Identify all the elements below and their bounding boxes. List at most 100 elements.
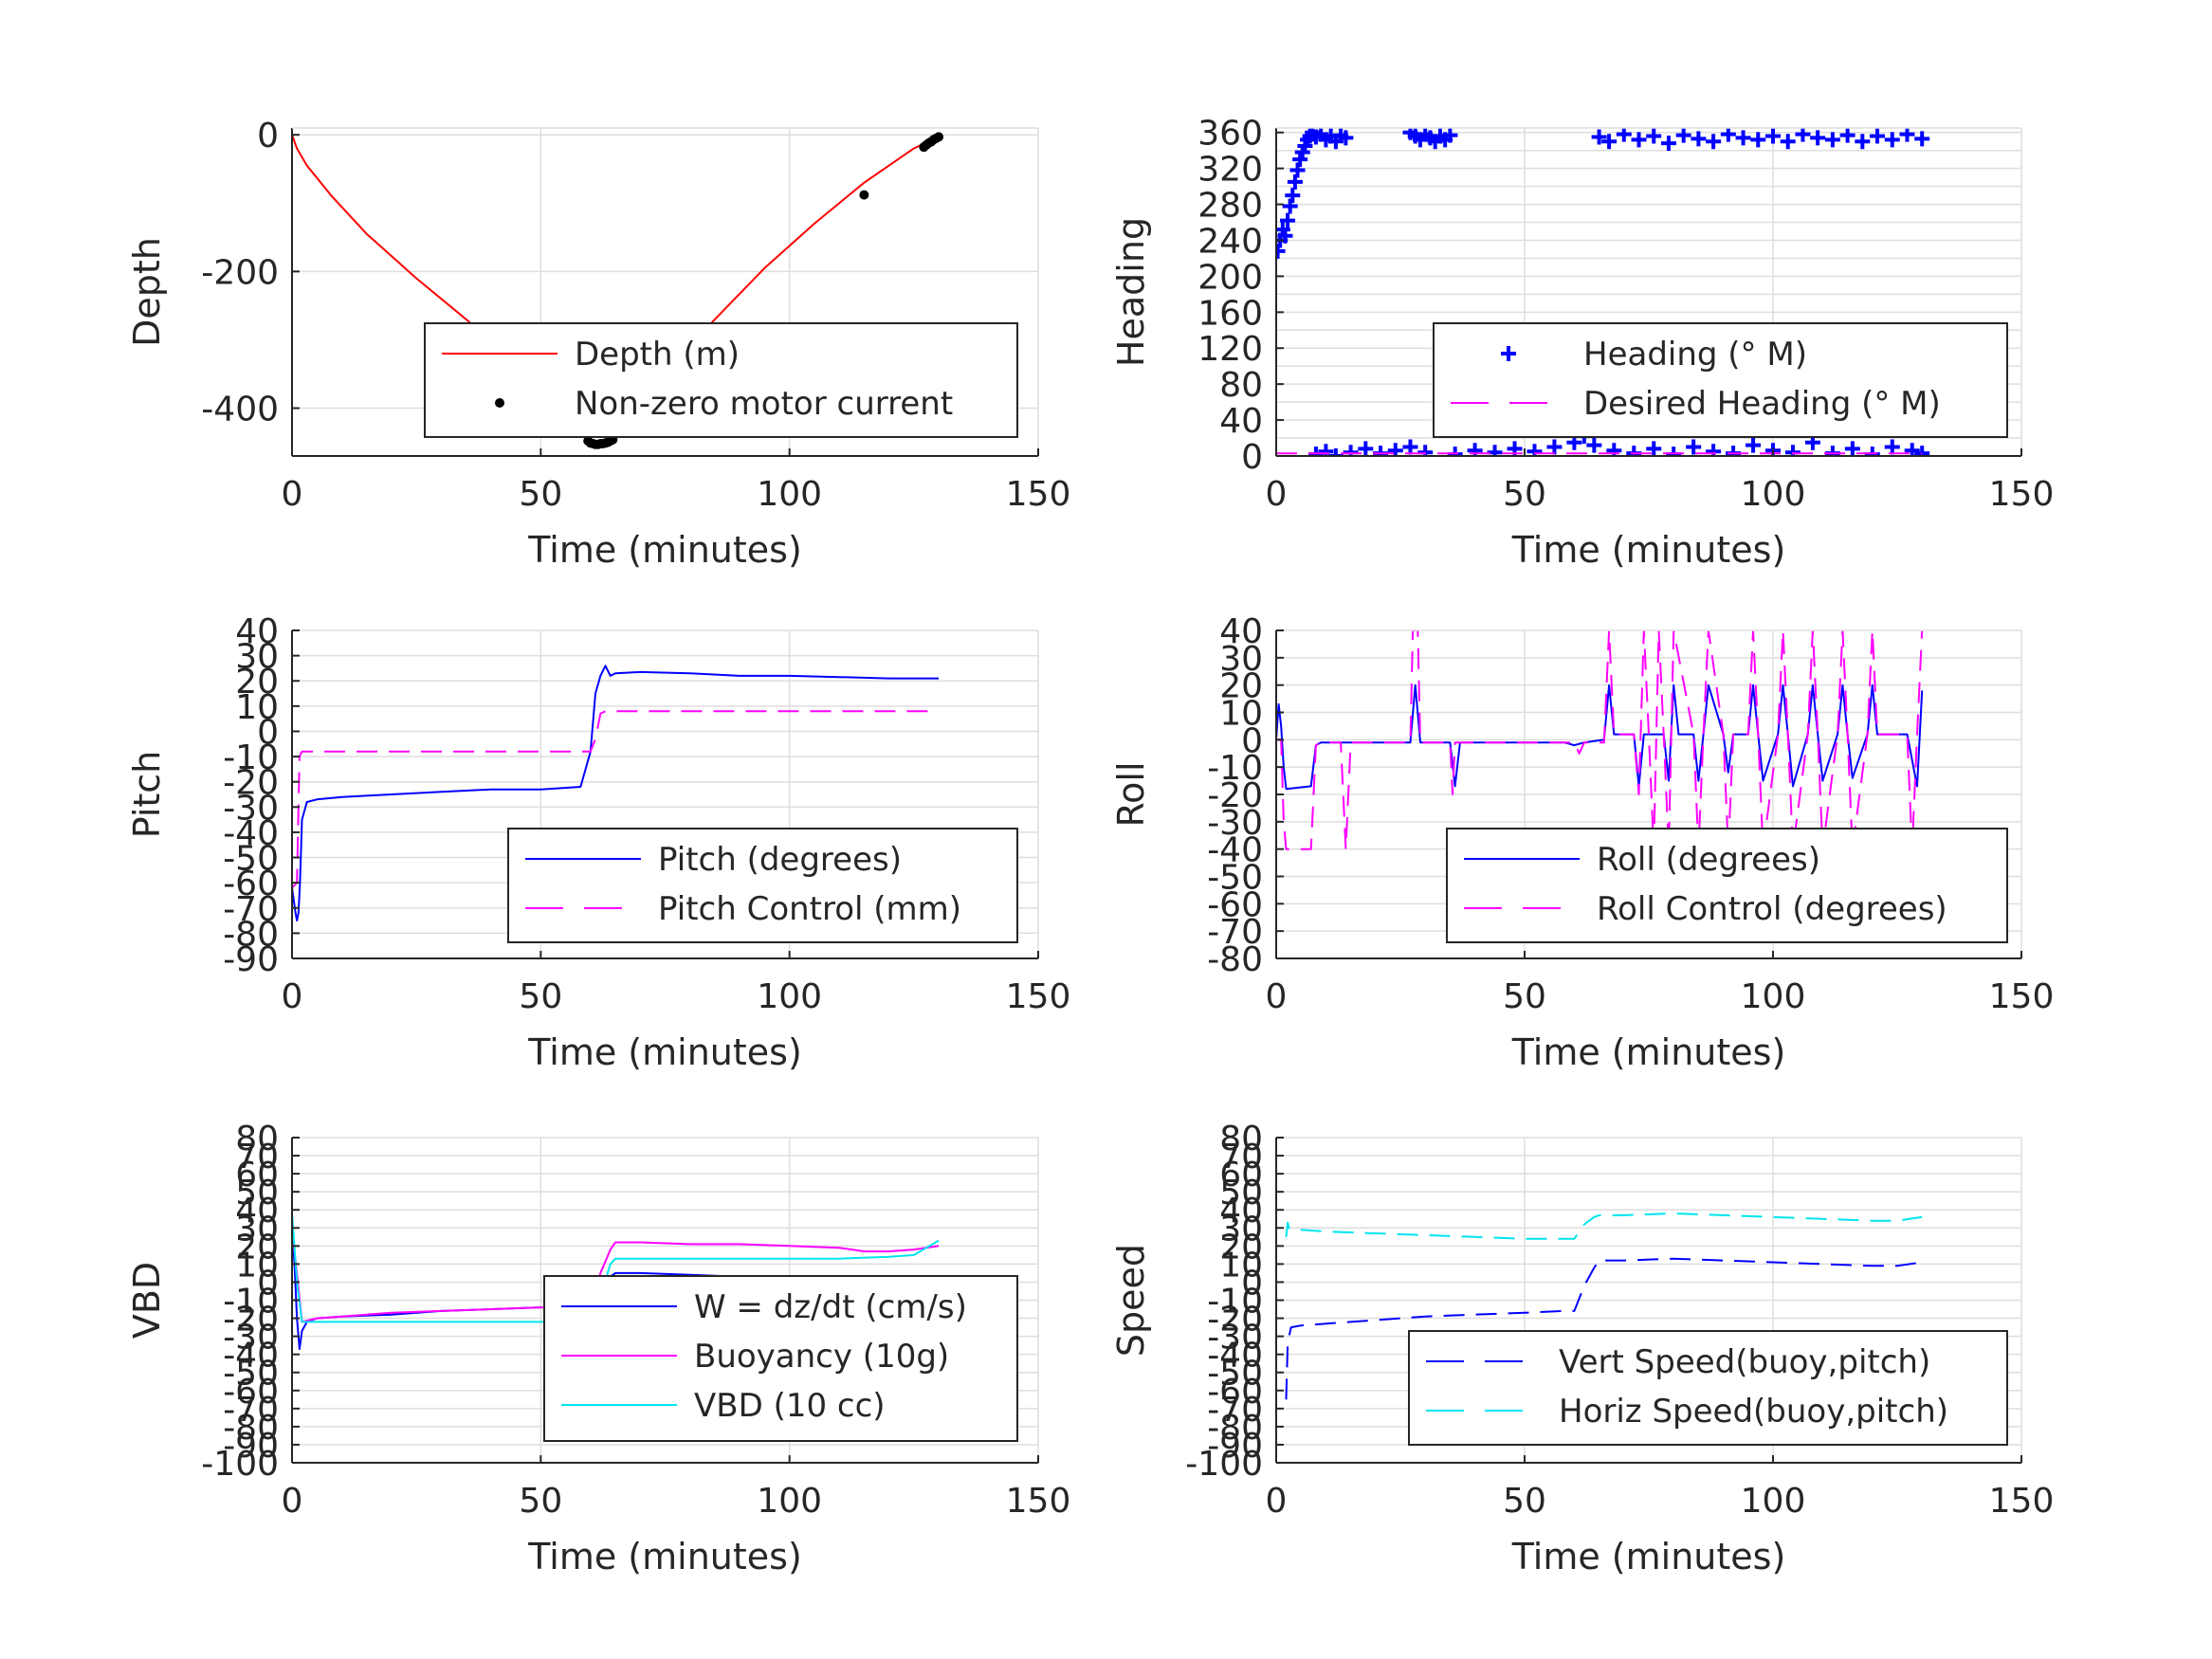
y-tick-label: -40 <box>223 1337 279 1376</box>
legend-label: Horiz Speed(buoy,pitch) <box>1559 1393 1948 1431</box>
legend-box <box>507 828 1018 943</box>
x-tick-label: 50 <box>519 475 562 514</box>
y-tick-label: -200 <box>201 253 279 292</box>
y-tick-label: 40 <box>1219 1192 1263 1231</box>
x-axis-label: Time (minutes) <box>1511 529 1786 571</box>
y-tick-label: 80 <box>1219 366 1263 405</box>
y-axis-label: Speed <box>1110 1244 1152 1357</box>
chart-speed: 0 50 100 150-100-90-80-70-60-50-40-30-20-10… <box>1110 1120 2054 1577</box>
series-heading-0-point <box>1884 439 1900 455</box>
legend-label: Non-zero motor current <box>575 385 953 423</box>
series-heading-0-point <box>1750 132 1766 148</box>
series-heading-0-point <box>1631 132 1647 148</box>
y-tick-label: 0 <box>1241 721 1263 760</box>
y-tick-label: -40 <box>223 814 279 853</box>
legend-box <box>1433 322 2008 438</box>
legend-box <box>1446 828 2008 943</box>
x-tick-label: 50 <box>519 977 562 1016</box>
y-tick-label: 20 <box>235 663 279 702</box>
series-heading-0-point <box>1280 212 1296 228</box>
x-tick-label: 100 <box>1741 475 1806 514</box>
y-tick-label: -30 <box>223 789 279 828</box>
y-tick-label: 10 <box>1219 695 1263 734</box>
y-tick-label: -80 <box>223 915 279 954</box>
y-tick-label: 60 <box>235 1156 279 1194</box>
series-heading-0-point <box>1546 439 1563 455</box>
y-tick-label: 30 <box>1219 640 1263 679</box>
legend-label: Pitch Control (mm) <box>658 890 961 928</box>
series-heading-0-point <box>1899 128 1915 142</box>
x-tick-label: 150 <box>1989 977 2055 1016</box>
x-tick-label: 150 <box>1006 977 1071 1016</box>
y-tick-label: 50 <box>235 1174 279 1212</box>
series-pitch-1-line <box>292 710 940 889</box>
y-tick-label: -70 <box>223 1391 279 1430</box>
series-heading-0-point <box>1616 128 1632 142</box>
y-tick-label: 70 <box>235 1138 279 1176</box>
series-roll-0-line <box>1276 684 1924 791</box>
legend-swatch <box>1501 346 1516 361</box>
y-tick-label: 10 <box>1219 1246 1263 1285</box>
y-tick-label: 280 <box>1197 187 1263 226</box>
y-tick-label: 40 <box>235 1192 279 1231</box>
legend-label: Depth (m) <box>575 336 740 374</box>
legend-label: Desired Heading (° M) <box>1583 385 1941 423</box>
series-heading-0-point <box>1870 128 1886 144</box>
legend-box <box>1408 1330 2008 1446</box>
series-heading-0-point <box>1601 134 1618 150</box>
series-heading-0-point <box>1855 134 1871 150</box>
series-heading-0-point <box>1746 437 1762 453</box>
x-tick-label: 100 <box>1741 1482 1806 1521</box>
chart-pitch: 0 50 100 150-90-80-70-60-50-40-30-20-100102… <box>126 612 1070 1073</box>
series-heading-0-point <box>1358 441 1374 456</box>
x-tick-label: 150 <box>1006 475 1071 514</box>
y-tick-label: 60 <box>1219 1156 1263 1194</box>
y-axis-label: Roll <box>1110 761 1152 827</box>
y-tick-label: 80 <box>1219 1120 1263 1158</box>
legend-label: VBD (10 cc) <box>694 1387 886 1425</box>
series-heading-0-point <box>1442 128 1458 143</box>
series-heading-0-point <box>1691 131 1707 147</box>
legend-label: Vert Speed(buoy,pitch) <box>1559 1343 1930 1381</box>
y-tick-label: -30 <box>1207 804 1263 843</box>
x-tick-label: 150 <box>1006 1482 1071 1521</box>
series-heading-0-point <box>1402 439 1418 455</box>
y-tick-label: 120 <box>1197 330 1263 369</box>
series-vbd-1-line <box>292 1228 940 1323</box>
series-heading-0-point <box>1338 130 1354 146</box>
series-heading-0-point <box>1824 132 1840 148</box>
x-axis-label: Time (minutes) <box>527 1536 802 1577</box>
plot-area <box>1276 630 1924 850</box>
series-heading-0-point <box>1686 439 1702 455</box>
y-tick-label: -50 <box>1207 859 1263 898</box>
y-tick-label: -60 <box>223 1373 279 1412</box>
y-tick-label: 160 <box>1197 294 1263 333</box>
y-tick-label: -10 <box>223 1283 279 1322</box>
x-tick-label: 50 <box>1503 1482 1546 1521</box>
legend: W = dz/dt (cm/s) Buoyancy (10g) VBD (10 cc… <box>543 1275 1018 1442</box>
y-tick-label: -70 <box>223 890 279 929</box>
series-heading-0-point <box>1646 441 1662 456</box>
legend-label: Pitch (degrees) <box>658 841 902 879</box>
plot-area <box>292 665 940 922</box>
legend-label: Roll (degrees) <box>1597 841 1820 879</box>
legend-label: Roll Control (degrees) <box>1597 890 1947 928</box>
y-tick-label: -80 <box>1207 1409 1263 1448</box>
y-tick-label: 200 <box>1197 258 1263 297</box>
legend-label: Heading (° M) <box>1583 336 1807 374</box>
y-tick-label: -80 <box>223 1409 279 1448</box>
y-tick-label: -40 <box>1207 831 1263 870</box>
y-tick-label: -20 <box>223 1301 279 1340</box>
y-tick-label: 20 <box>1219 1228 1263 1267</box>
legend: Roll (degrees) Roll Control (degrees) <box>1446 828 2008 943</box>
series-heading-0-point <box>1289 162 1306 178</box>
x-axis-label: Time (minutes) <box>527 1031 802 1073</box>
y-tick-label: -50 <box>1207 1355 1263 1394</box>
y-tick-label: 0 <box>257 117 279 155</box>
series-heading-0-point <box>1706 444 1722 456</box>
series-heading-0-point <box>1884 132 1900 148</box>
series-heading-0-point <box>1285 188 1301 204</box>
y-tick-label: -60 <box>1207 885 1263 924</box>
y-tick-label: -50 <box>223 840 279 879</box>
